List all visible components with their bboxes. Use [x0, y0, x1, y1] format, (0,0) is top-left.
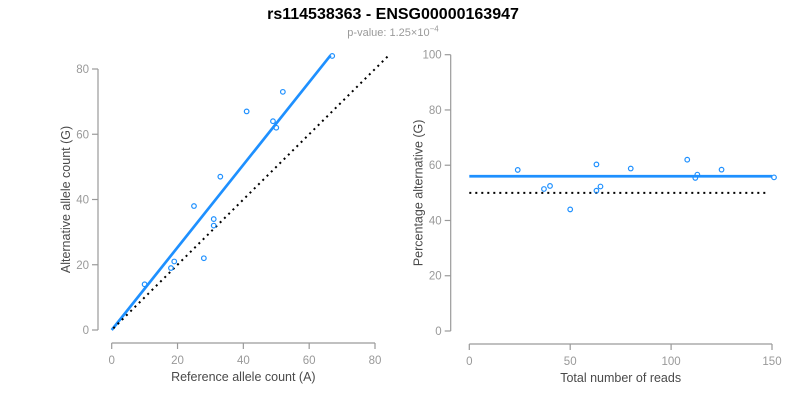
- y-tick-label: 100: [423, 50, 442, 62]
- y-tick-label: 20: [429, 271, 442, 283]
- x-tick-label: 0: [466, 356, 472, 368]
- x-tick-label: 0: [108, 355, 114, 367]
- x-tick-label: 150: [762, 356, 781, 368]
- data-point: [273, 124, 280, 131]
- y-tick-label: 40: [76, 195, 89, 207]
- x-tick-label: 40: [237, 355, 250, 367]
- data-point: [593, 161, 600, 168]
- y-tick-label: 80: [429, 105, 442, 117]
- identity-line: [112, 55, 389, 330]
- x-tick-label: 20: [171, 355, 184, 367]
- y-tick-label: 40: [429, 215, 442, 227]
- data-point: [593, 187, 600, 194]
- data-point: [210, 222, 217, 229]
- x-tick-label: 60: [303, 355, 316, 367]
- y-tick-label: 0: [83, 325, 89, 337]
- y-axis-label: Percentage alternative (G): [412, 120, 426, 267]
- data-point: [270, 118, 276, 125]
- data-point: [191, 203, 197, 209]
- x-axis-label: Reference allele count (A): [171, 370, 316, 384]
- x-tick-label: 100: [662, 356, 681, 368]
- data-point: [329, 53, 336, 59]
- data-point: [168, 265, 174, 271]
- data-point: [684, 156, 691, 163]
- data-point: [597, 183, 604, 190]
- percentage-vs-reads-scatter: 0 20 40 60 80 100 0 50 100 150 Total number of rea…: [412, 50, 782, 385]
- data-point: [141, 281, 148, 288]
- data-point: [514, 167, 521, 173]
- figure-header: rs114538363 - ENSG00000163947 p-value: 1…: [0, 6, 786, 39]
- data-point: [243, 108, 250, 115]
- x-axis-label: Total number of reads: [560, 371, 681, 385]
- data-point: [718, 166, 725, 173]
- data-point: [547, 183, 553, 189]
- y-tick-label: 60: [429, 160, 442, 172]
- data-point: [200, 255, 207, 262]
- pvalue-subtitle: p-value: 1.25×10−4: [0, 24, 786, 39]
- pvalue-text: p-value: 1.25×10: [347, 27, 430, 39]
- page-title: rs114538363 - ENSG00000163947: [267, 6, 519, 23]
- data-point: [694, 171, 701, 178]
- y-tick-label: 80: [76, 64, 89, 76]
- x-tick-label: 80: [369, 355, 382, 367]
- y-axis-label: Alternative allele count (G): [59, 126, 73, 273]
- y-tick-label: 20: [76, 260, 89, 272]
- y-tick-label: 60: [76, 129, 89, 141]
- regression-line: [110, 54, 332, 331]
- data-point: [171, 258, 178, 265]
- pvalue-exponent: −4: [429, 24, 439, 34]
- data-point: [541, 186, 547, 192]
- data-point: [279, 88, 286, 95]
- y-tick-label: 0: [435, 326, 441, 338]
- data-point: [217, 173, 224, 180]
- data-point: [771, 174, 777, 181]
- data-point: [567, 206, 574, 213]
- x-tick-label: 50: [564, 356, 577, 368]
- data-point: [210, 216, 217, 222]
- allele-counts-scatter: 0 20 40 60 80 0 20 40 60 80 Reference allele count…: [59, 53, 389, 384]
- data-point: [627, 165, 634, 172]
